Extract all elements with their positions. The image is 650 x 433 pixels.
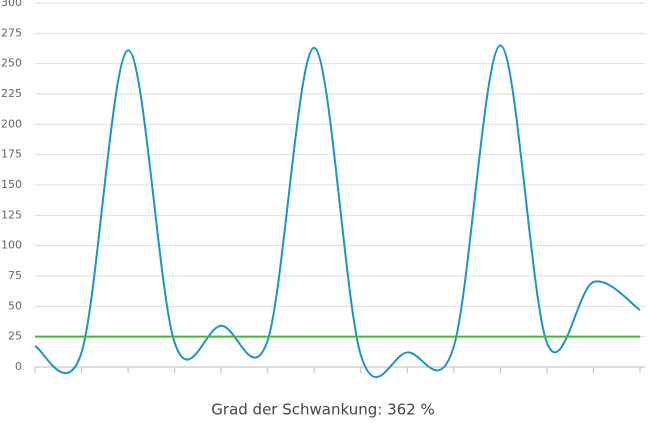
y-tick-label: 25 bbox=[8, 330, 22, 343]
y-tick-label: 100 bbox=[1, 239, 22, 252]
y-tick-label: 300 bbox=[1, 0, 22, 9]
caption: Grad der Schwankung: 362 % bbox=[211, 401, 434, 419]
y-tick-label: 200 bbox=[1, 117, 22, 130]
y-tick-label: 275 bbox=[1, 26, 22, 39]
y-tick-label: 150 bbox=[1, 178, 22, 191]
y-tick-label: 125 bbox=[1, 208, 22, 221]
y-tick-label: 175 bbox=[1, 148, 22, 161]
y-tick-label: 50 bbox=[8, 299, 22, 312]
y-tick-label: 75 bbox=[8, 269, 22, 282]
y-tick-label: 225 bbox=[1, 87, 22, 100]
line bbox=[34, 44, 641, 379]
y-tick-label: 250 bbox=[1, 57, 22, 70]
y-tick-label: 0 bbox=[15, 360, 22, 373]
